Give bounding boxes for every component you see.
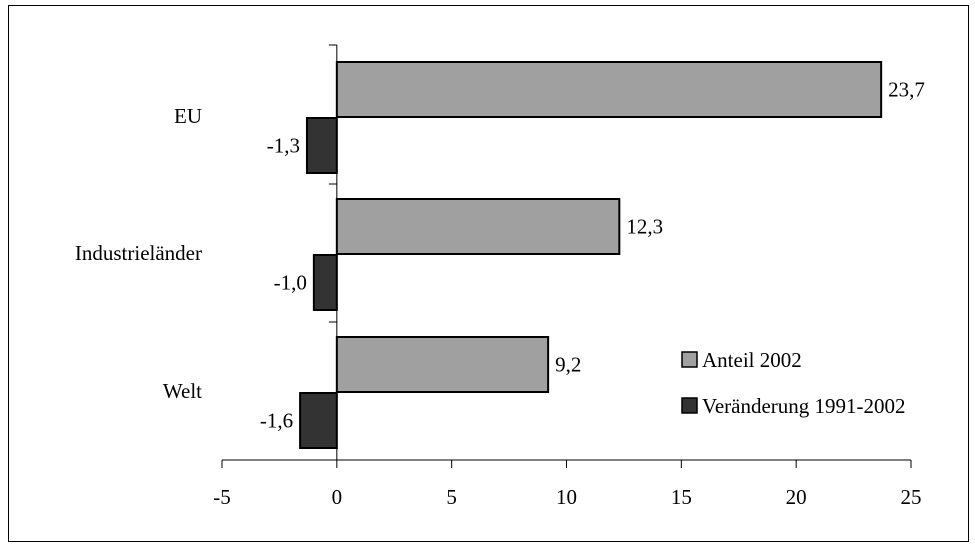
- category-label: Industrieländer: [75, 241, 202, 265]
- bar-industrieländer-veraenderung: [312, 254, 338, 311]
- bar-welt-anteil: [335, 336, 550, 393]
- x-tick-label: 0: [332, 485, 343, 509]
- data-label: -1,3: [267, 134, 300, 158]
- category-label: EU: [174, 104, 202, 128]
- x-tick-label: 15: [671, 485, 692, 509]
- data-label: -1,6: [260, 409, 293, 433]
- x-tick-label: -5: [213, 485, 231, 509]
- legend-swatch: [681, 397, 698, 414]
- data-label: 23,7: [888, 78, 925, 102]
- bar-welt-veraenderung: [299, 392, 338, 449]
- x-tick-label: 10: [556, 485, 577, 509]
- data-label: 9,2: [555, 353, 581, 377]
- legend-label: Anteil 2002: [702, 348, 802, 372]
- legend-label: Veränderung 1991-2002: [702, 394, 906, 418]
- x-tick-label: 20: [786, 485, 807, 509]
- data-label: 12,3: [626, 215, 663, 239]
- bar-eu-veraenderung: [305, 117, 338, 174]
- legend-swatch: [681, 351, 698, 368]
- x-tick-label: 25: [901, 485, 922, 509]
- x-tick-label: 5: [446, 485, 457, 509]
- bar-industrieländer-anteil: [335, 198, 621, 255]
- data-label: -1,0: [274, 271, 307, 295]
- category-label: Welt: [163, 379, 202, 403]
- bar-eu-anteil: [335, 61, 883, 118]
